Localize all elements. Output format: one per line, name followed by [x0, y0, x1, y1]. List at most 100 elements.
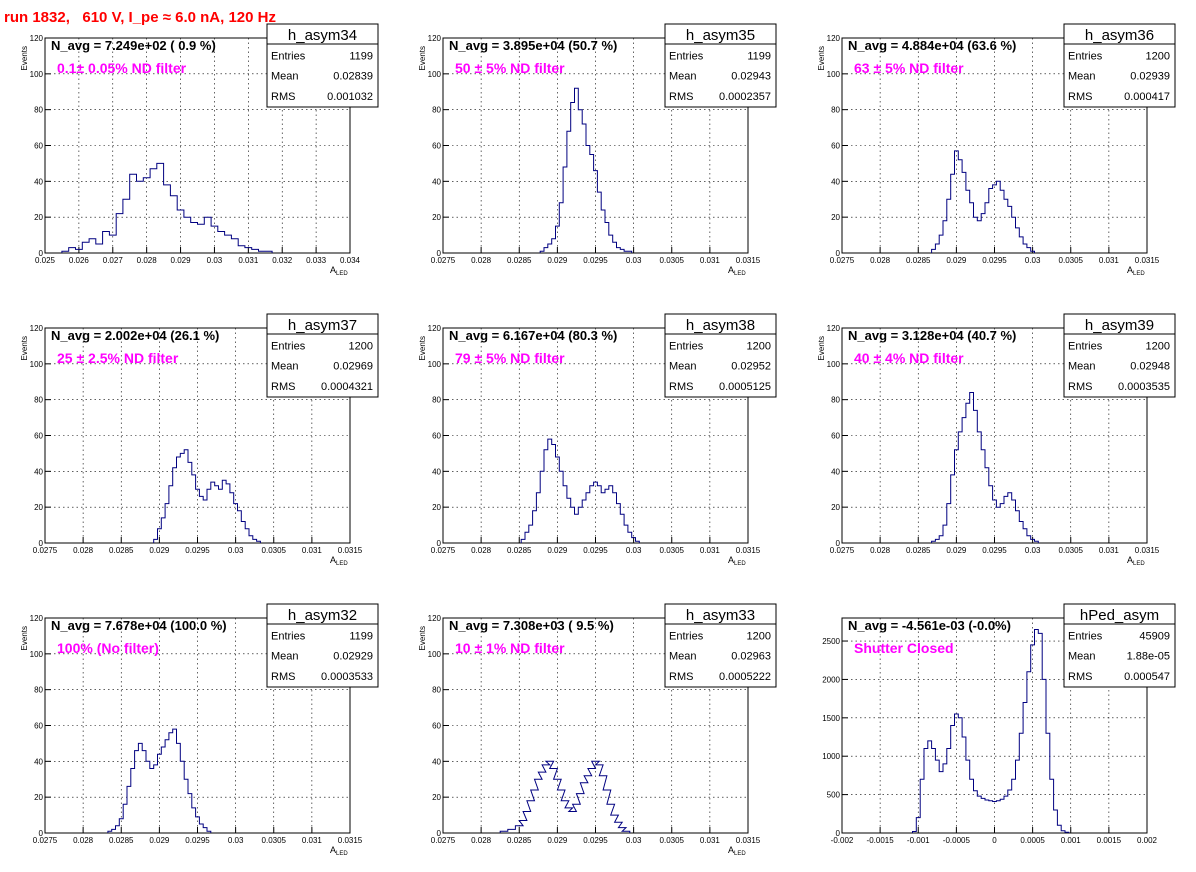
x-tick-label: 0.0275 — [830, 546, 855, 555]
histogram-panel: 0.0275 0.028 0.0285 0.029 0.0295 0.03 0.0305 0.… — [418, 23, 777, 277]
stats-label-mean: Mean — [669, 71, 697, 83]
stats-label-mean: Mean — [271, 361, 299, 373]
y-tick-label: 20 — [432, 793, 441, 802]
x-tick-label: 0.0295 — [185, 546, 210, 555]
stats-value-mean: 0.02963 — [731, 651, 771, 663]
stats-value-entries: 1200 — [747, 340, 771, 352]
y-tick-label: 20 — [432, 503, 441, 512]
x-tick-label: 0.031 — [302, 836, 323, 845]
filter-annotation: 63 ± 5% ND filter — [854, 60, 964, 76]
stats-value-rms: 0.001032 — [327, 91, 373, 103]
y-tick-label: 40 — [34, 467, 43, 476]
x-tick-label: 0.031 — [302, 546, 323, 555]
x-tick-label: 0.03 — [626, 836, 642, 845]
y-tick-label: 60 — [831, 432, 840, 441]
histogram-panel: 0.0275 0.028 0.0285 0.029 0.0295 0.03 0.0305 0.… — [20, 603, 379, 857]
filter-annotation: 79 ± 5% ND filter — [455, 350, 565, 366]
stats-box-frame — [266, 603, 379, 688]
y-tick-label: 120 — [827, 324, 841, 333]
stats-value-entries: 1200 — [1146, 50, 1170, 62]
run-title: run 1832, 610 V, I_pe ≈ 6.0 nA, 120 Hz — [4, 9, 276, 26]
x-tick-label: 0.03 — [228, 546, 244, 555]
stats-value-entries: 1199 — [349, 630, 373, 642]
y-tick-label: 60 — [432, 142, 441, 151]
y-tick-label: 40 — [34, 177, 43, 186]
stats-box: h_asym33 Entries 1200 Mean 0.02963 RMS 0.00052… — [664, 603, 777, 688]
y-tick-label: 40 — [34, 757, 43, 766]
x-tick-label: 0.028 — [73, 836, 94, 845]
y-tick-label: 100 — [30, 360, 44, 369]
x-tick-label: 0.0275 — [431, 546, 456, 555]
filter-annotation: 100% (No filter) — [57, 640, 159, 656]
stats-label-entries: Entries — [669, 340, 704, 352]
y-tick-label: 40 — [831, 467, 840, 476]
stats-box: hPed_asym Entries 45909 Mean 1.88e-05 RMS 0.00… — [1063, 603, 1176, 688]
y-tick-label: 80 — [432, 106, 441, 115]
stats-value-entries: 1199 — [349, 50, 373, 62]
x-tick-label: 0.001 — [1061, 836, 1082, 845]
x-tick-label: 0.0275 — [33, 836, 58, 845]
histogram-series — [931, 392, 1039, 543]
stats-box: h_asym34 Entries 1199 Mean 0.02839 RMS 0.00103… — [266, 23, 379, 108]
x-tick-label: 0.029 — [547, 546, 568, 555]
x-tick-label: 0.0295 — [982, 256, 1007, 265]
x-tick-label: 0.0015 — [1097, 836, 1122, 845]
x-axis-label: ALED — [728, 555, 746, 567]
y-tick-label: 40 — [432, 757, 441, 766]
x-tick-label: 0.0305 — [1059, 256, 1084, 265]
stats-value-entries: 1199 — [747, 50, 771, 62]
y-tick-label: 100 — [428, 70, 442, 79]
x-axis-label: ALED — [728, 265, 746, 277]
stats-label-entries: Entries — [1068, 630, 1103, 642]
stats-box: h_asym32 Entries 1199 Mean 0.02929 RMS 0.00035… — [266, 603, 379, 688]
y-tick-label: 100 — [30, 70, 44, 79]
x-tick-label: 0.0315 — [1135, 256, 1160, 265]
x-tick-label: 0.0285 — [109, 836, 134, 845]
y-tick-label: 120 — [827, 34, 841, 43]
x-tick-label: 0.031 — [1099, 546, 1120, 555]
x-tick-label: 0.028 — [137, 256, 158, 265]
y-tick-label: 100 — [428, 360, 442, 369]
stats-box-frame — [664, 313, 777, 398]
x-tick-label: 0.027 — [103, 256, 124, 265]
y-tick-label: 20 — [831, 213, 840, 222]
stats-box: h_asym36 Entries 1200 Mean 0.02939 RMS 0.00041… — [1063, 23, 1176, 108]
y-tick-label: 80 — [432, 396, 441, 405]
x-tick-label: 0.0285 — [906, 546, 931, 555]
stats-box: h_asym39 Entries 1200 Mean 0.02948 RMS 0.00035… — [1063, 313, 1176, 398]
y-tick-label: 0 — [836, 829, 841, 838]
stats-box-frame — [266, 23, 379, 108]
y-axis-label: Events — [418, 336, 427, 360]
y-tick-label: 2500 — [822, 637, 840, 646]
y-tick-label: 120 — [428, 614, 442, 623]
y-tick-label: 60 — [432, 722, 441, 731]
y-tick-label: 1000 — [822, 752, 840, 761]
x-tick-label: 0.032 — [272, 256, 293, 265]
stats-box-frame — [266, 313, 379, 398]
x-tick-label: 0.0305 — [660, 256, 685, 265]
x-tick-label: 0.026 — [69, 256, 90, 265]
stats-label-entries: Entries — [271, 50, 306, 62]
y-tick-label: 80 — [34, 396, 43, 405]
y-tick-label: 120 — [428, 34, 442, 43]
x-tick-label: 0.028 — [870, 546, 891, 555]
y-tick-label: 20 — [831, 503, 840, 512]
x-tick-label: 0.028 — [73, 546, 94, 555]
filter-annotation: 50 ± 5% ND filter — [455, 60, 565, 76]
x-tick-label: 0.03 — [207, 256, 223, 265]
y-tick-label: 20 — [432, 213, 441, 222]
x-tick-label: -0.001 — [907, 836, 930, 845]
stats-value-mean: 0.02969 — [333, 361, 373, 373]
x-tick-label: 0.029 — [547, 256, 568, 265]
histogram-panel: 0.025 0.026 0.027 0.028 0.029 0.03 0.031 0.032 0… — [20, 23, 379, 277]
y-tick-label: 0 — [437, 829, 442, 838]
stats-label-mean: Mean — [1068, 651, 1096, 663]
stats-label-rms: RMS — [271, 671, 295, 683]
filter-annotation: 25 ± 2.5% ND filter — [57, 350, 179, 366]
y-axis-label: Events — [20, 626, 29, 650]
x-tick-label: 0.0295 — [982, 546, 1007, 555]
y-tick-label: 60 — [831, 142, 840, 151]
stats-value-mean: 0.02952 — [731, 361, 771, 373]
x-tick-label: 0.0005 — [1020, 836, 1045, 845]
